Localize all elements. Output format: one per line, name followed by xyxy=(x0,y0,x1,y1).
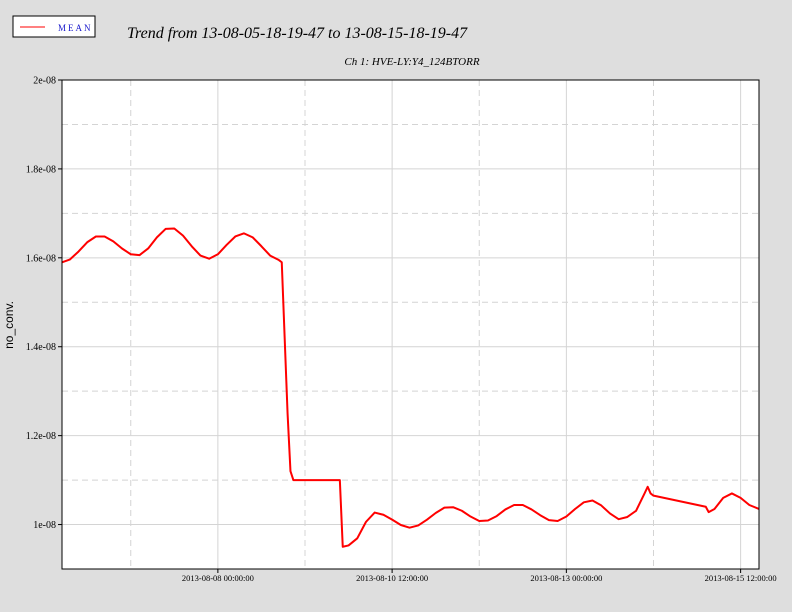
legend-box xyxy=(12,15,96,38)
y-tick-label: 1.2e-08 xyxy=(26,431,56,442)
x-tick-label: 2013-08-10 12:00:00 xyxy=(356,573,428,583)
grid xyxy=(58,79,759,573)
y-axis-label: no_conv. xyxy=(2,301,16,349)
marks xyxy=(61,227,760,548)
chart-title: Trend from 13-08-05-18-19-47 to 13-08-15… xyxy=(127,25,468,42)
x-tick-label: 2013-08-13 00:00:00 xyxy=(530,573,602,583)
y-tick-label: 2e-08 xyxy=(33,76,56,87)
legend: MEAN xyxy=(12,15,96,38)
x-tick-label: 2013-08-15 12:00:00 xyxy=(705,573,777,583)
plot-area xyxy=(62,80,759,569)
y-tick-label: 1.4e-08 xyxy=(26,342,56,353)
x-tick-label: 2013-08-08 00:00:00 xyxy=(182,573,254,583)
y-tick-label: 1.6e-08 xyxy=(26,253,56,264)
plot-border xyxy=(61,79,760,570)
y-tick-label: 1e-08 xyxy=(33,520,56,531)
legend-label: MEAN xyxy=(58,23,93,33)
data-line xyxy=(61,227,760,548)
chart-subtitle: Ch 1: HVE-LY:Y4_124BTORR xyxy=(344,56,479,68)
y-tick-label: 1.8e-08 xyxy=(26,164,56,175)
